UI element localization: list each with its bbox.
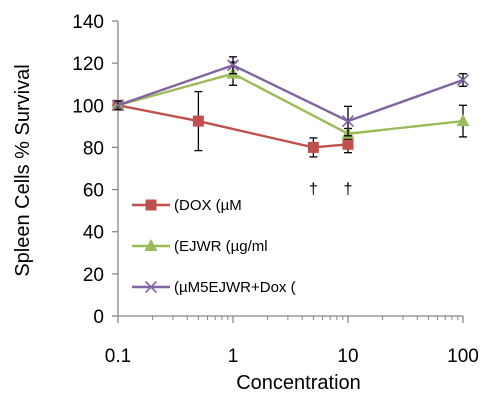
legend-label: (DOX (µM [174, 197, 242, 214]
series-line-1 [117, 72, 464, 135]
data-point [111, 99, 125, 112]
data-point-stroke [456, 73, 470, 87]
significance-marker: † [344, 181, 353, 198]
y-tick-label: 60 [83, 181, 104, 202]
legend-marker [145, 199, 157, 211]
series-line-2 [117, 63, 464, 123]
data-point [342, 138, 354, 150]
data-point-stroke [111, 99, 125, 112]
x-tick-label: 1 [228, 346, 239, 367]
significance-marker: † [309, 181, 318, 198]
data-point-stroke [226, 59, 240, 72]
x-axis-title: Concentration [236, 372, 361, 394]
legend-label: (µM5EJWR+Dox ( [174, 279, 296, 296]
y-tick-label: 20 [83, 265, 104, 286]
x-tick-label: 100 [447, 346, 479, 367]
y-tick-label: 40 [83, 223, 104, 244]
series-line-0 [117, 104, 349, 149]
legend-label: (EJWR (µg/ml [174, 238, 268, 255]
y-tick-label: 0 [93, 307, 104, 328]
data-point [307, 141, 319, 153]
y-tick-label: 80 [83, 138, 104, 159]
legend-marker [144, 239, 158, 251]
legend-marker-stroke [144, 280, 158, 294]
x-tick-label: 0.1 [105, 346, 131, 367]
y-axis-title: Spleen Cells % Survival [12, 64, 34, 276]
y-tick-label: 140 [72, 12, 104, 33]
data-point [226, 59, 240, 72]
legend-marker [144, 280, 158, 294]
data-point [456, 73, 470, 87]
data-point [456, 114, 470, 127]
y-tick-label: 120 [72, 54, 104, 75]
x-tick-label: 10 [337, 346, 358, 367]
data-point [192, 115, 204, 127]
y-tick-label: 100 [72, 96, 104, 117]
data-point-stroke [341, 115, 355, 128]
data-point [341, 115, 355, 128]
